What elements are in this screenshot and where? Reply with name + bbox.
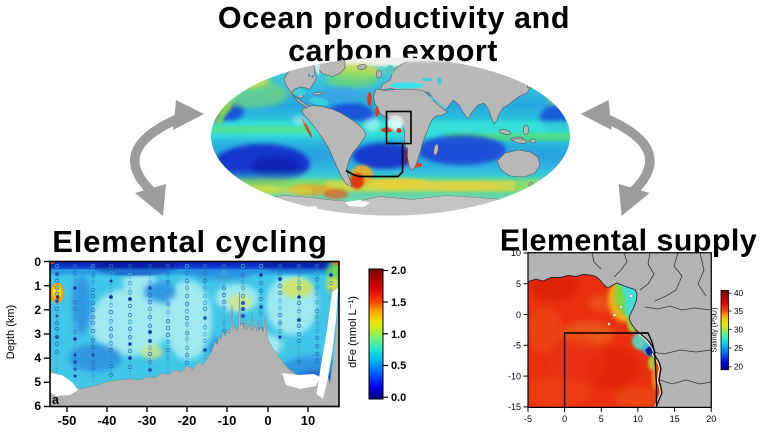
svg-text:5: 5 [516, 279, 521, 289]
svg-text:-5: -5 [524, 414, 532, 424]
svg-text:30: 30 [734, 325, 744, 334]
svg-text:1.0: 1.0 [391, 329, 406, 341]
svg-text:Depth (km): Depth (km) [5, 305, 17, 359]
svg-text:Elemental supply: Elemental supply [500, 224, 757, 258]
svg-text:0.5: 0.5 [391, 360, 406, 372]
svg-text:6: 6 [34, 399, 41, 413]
svg-text:Elemental cycling: Elemental cycling [52, 224, 327, 259]
svg-text:35: 35 [734, 307, 744, 316]
svg-text:-15: -15 [508, 402, 521, 412]
svg-text:2.0: 2.0 [391, 265, 406, 277]
svg-text:-10: -10 [508, 371, 521, 381]
svg-text:-30: -30 [138, 413, 157, 428]
svg-text:40: 40 [734, 289, 744, 298]
svg-text:-5: -5 [513, 341, 521, 351]
svg-text:dFe (nmol L⁻¹): dFe (nmol L⁻¹) [347, 296, 359, 368]
svg-text:Ocean productivity and: Ocean productivity and [218, 1, 570, 35]
svg-text:4: 4 [34, 351, 41, 365]
svg-text:10: 10 [511, 248, 521, 258]
svg-text:15: 15 [670, 414, 680, 424]
svg-text:0: 0 [264, 413, 271, 428]
svg-text:10: 10 [633, 414, 643, 424]
svg-text:3: 3 [34, 327, 41, 341]
svg-text:-50: -50 [58, 413, 77, 428]
svg-text:5: 5 [34, 375, 41, 389]
svg-text:Salinity (PSU): Salinity (PSU) [710, 308, 719, 353]
svg-text:20: 20 [706, 414, 716, 424]
svg-text:20: 20 [734, 363, 744, 372]
svg-text:-10: -10 [218, 413, 237, 428]
svg-text:0: 0 [516, 310, 521, 320]
svg-text:1.5: 1.5 [391, 297, 406, 309]
svg-text:0.0: 0.0 [391, 392, 406, 404]
svg-text:10: 10 [301, 413, 315, 428]
svg-text:0: 0 [34, 255, 41, 269]
svg-text:25: 25 [734, 344, 744, 353]
svg-text:0: 0 [562, 414, 567, 424]
svg-text:1: 1 [34, 279, 41, 293]
svg-text:-40: -40 [98, 413, 117, 428]
svg-text:5: 5 [599, 414, 604, 424]
svg-text:a: a [52, 393, 60, 407]
svg-text:2: 2 [34, 303, 41, 317]
svg-text:-20: -20 [178, 413, 197, 428]
